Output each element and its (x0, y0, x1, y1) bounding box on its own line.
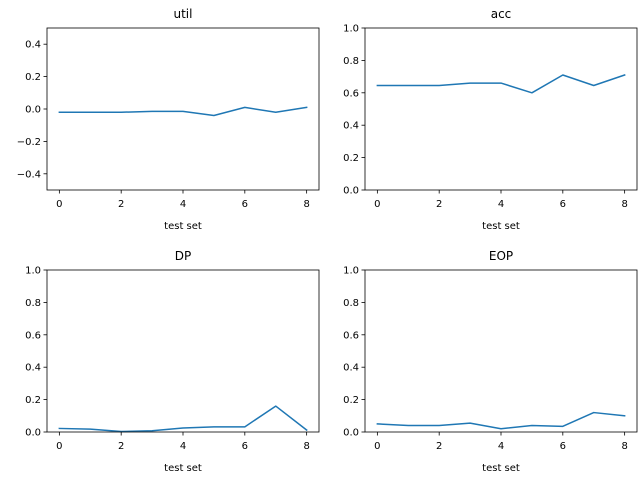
subplot-title: EOP (489, 249, 513, 263)
y-tick-label: 0.2 (25, 72, 41, 83)
x-tick-label: 4 (498, 199, 504, 210)
plot-frame (46, 269, 320, 433)
y-tick-label: 0.6 (343, 88, 359, 99)
y-tick-label: 0.2 (25, 395, 41, 406)
x-tick-label: 6 (560, 199, 566, 210)
y-tick-label: −0.2 (17, 137, 41, 148)
x-tick-label: 2 (436, 199, 442, 210)
series-line (376, 74, 626, 94)
y-tick-label: 0.6 (343, 330, 359, 341)
subplot-title: acc (491, 7, 512, 21)
x-axis-label: test set (164, 221, 202, 232)
x-tick-label: 6 (560, 441, 566, 452)
y-tick-label: 0.0 (25, 428, 41, 439)
x-tick-label: 0 (56, 441, 62, 452)
x-tick-label: 6 (242, 441, 248, 452)
subplot-dp: DP 0 2 4 6 8 0.0 0.2 0.4 0.6 0.8 1.0 test set (25, 249, 320, 474)
x-axis-label: test set (482, 221, 520, 232)
subplot-title: DP (175, 249, 191, 263)
y-tick-label: 0.2 (343, 395, 359, 406)
y-tick-label: 1.0 (25, 266, 41, 277)
plot-frame (364, 269, 638, 433)
y-tick-label: 0.8 (343, 56, 359, 67)
x-tick-label: 6 (242, 199, 248, 210)
y-tick-label: −0.4 (17, 169, 41, 180)
x-tick-label: 2 (118, 441, 124, 452)
series-line (58, 106, 308, 117)
subplot-acc: acc 0 2 4 6 8 0.0 0.2 0.4 0.6 0.8 1.0 test set (343, 7, 638, 232)
x-tick-label: 8 (621, 199, 627, 210)
y-tick-label: 0.8 (25, 298, 41, 309)
x-tick-label: 8 (303, 199, 309, 210)
x-tick-label: 8 (303, 441, 309, 452)
x-tick-label: 8 (621, 441, 627, 452)
y-tick-label: 0.4 (343, 121, 359, 132)
subplot-util: util 0 2 4 6 8 −0.4 −0.2 0.0 0.2 0.4 test set (17, 7, 320, 232)
y-tick-label: 0.0 (25, 105, 41, 116)
x-tick-label: 4 (180, 441, 186, 452)
x-tick-label: 0 (56, 199, 62, 210)
y-tick-label: 1.0 (343, 266, 359, 277)
y-tick-label: 1.0 (343, 24, 359, 35)
y-tick-label: 0.2 (343, 153, 359, 164)
x-tick-label: 0 (374, 199, 380, 210)
subplot-eop: EOP 0 2 4 6 8 0.0 0.2 0.4 0.6 0.8 1.0 test set (343, 249, 638, 474)
y-tick-label: 0.6 (25, 330, 41, 341)
x-tick-label: 4 (498, 441, 504, 452)
x-tick-label: 2 (118, 199, 124, 210)
plot-frame (364, 27, 638, 191)
y-tick-label: 0.8 (343, 298, 359, 309)
x-tick-label: 0 (374, 441, 380, 452)
series-line (58, 405, 308, 433)
x-axis-label: test set (482, 463, 520, 474)
y-tick-label: 0.0 (343, 428, 359, 439)
y-tick-label: 0.4 (25, 40, 41, 51)
y-tick-label: 0.0 (343, 186, 359, 197)
y-tick-label: 0.4 (343, 363, 359, 374)
x-axis-label: test set (164, 463, 202, 474)
plot-frame (46, 27, 320, 191)
y-tick-label: 0.4 (25, 363, 41, 374)
subplot-title: util (174, 7, 193, 21)
x-tick-label: 4 (180, 199, 186, 210)
x-tick-label: 2 (436, 441, 442, 452)
series-line (376, 411, 626, 430)
